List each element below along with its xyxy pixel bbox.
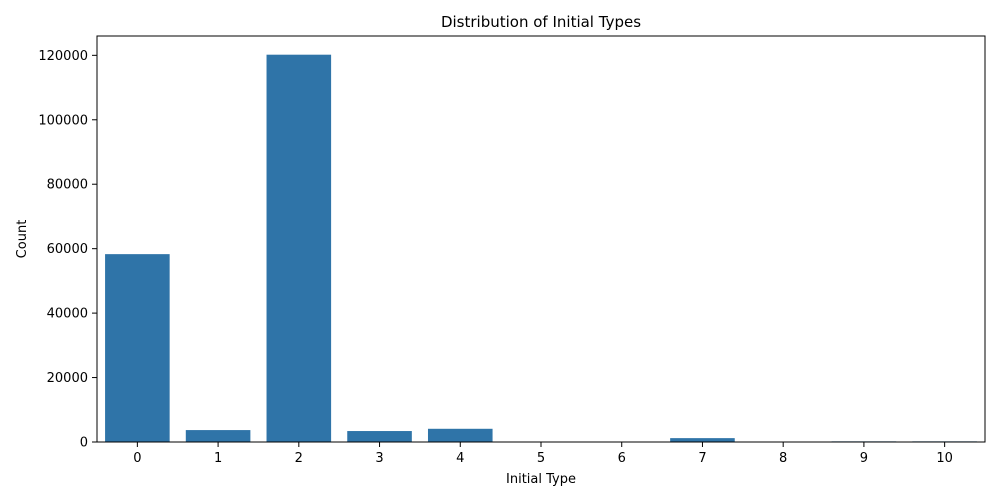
x-tick-label: 3	[375, 451, 383, 466]
y-tick-label: 120000	[38, 49, 88, 64]
bar-3	[347, 431, 412, 442]
chart-title: Distribution of Initial Types	[441, 13, 641, 31]
plot-frame	[96, 35, 986, 443]
y-tick-label: 0	[80, 436, 88, 451]
y-tick-label: 100000	[38, 113, 88, 128]
bars-group	[105, 54, 977, 442]
x-tick-label: 1	[214, 451, 222, 466]
x-axis-label: Initial Type	[506, 472, 576, 487]
x-tick-label: 9	[860, 451, 868, 466]
x-tick-label: 5	[537, 451, 545, 466]
bar-0	[105, 254, 170, 442]
y-tick-label: 80000	[47, 178, 88, 193]
bar-7	[670, 438, 735, 442]
y-axis-ticks: 0 20000 40000 60000 80000 100000 120000	[38, 49, 97, 451]
bar-1	[185, 430, 251, 442]
x-tick-label: 7	[698, 451, 706, 466]
x-tick-label: 8	[779, 451, 787, 466]
y-axis-label: Count	[15, 220, 30, 259]
x-tick-label: 2	[295, 451, 303, 466]
x-tick-label: 6	[618, 451, 626, 466]
x-tick-label: 4	[456, 451, 464, 466]
x-tick-label: 0	[133, 451, 141, 466]
x-axis-ticks: 0 1 2 3 4 5 6 7 8 9 10	[133, 442, 953, 466]
bar-4	[427, 428, 493, 442]
y-tick-label: 20000	[47, 371, 88, 386]
x-tick-label: 10	[936, 451, 953, 466]
bar-2	[266, 54, 332, 442]
y-tick-label: 60000	[47, 242, 88, 257]
y-tick-label: 40000	[47, 307, 88, 322]
